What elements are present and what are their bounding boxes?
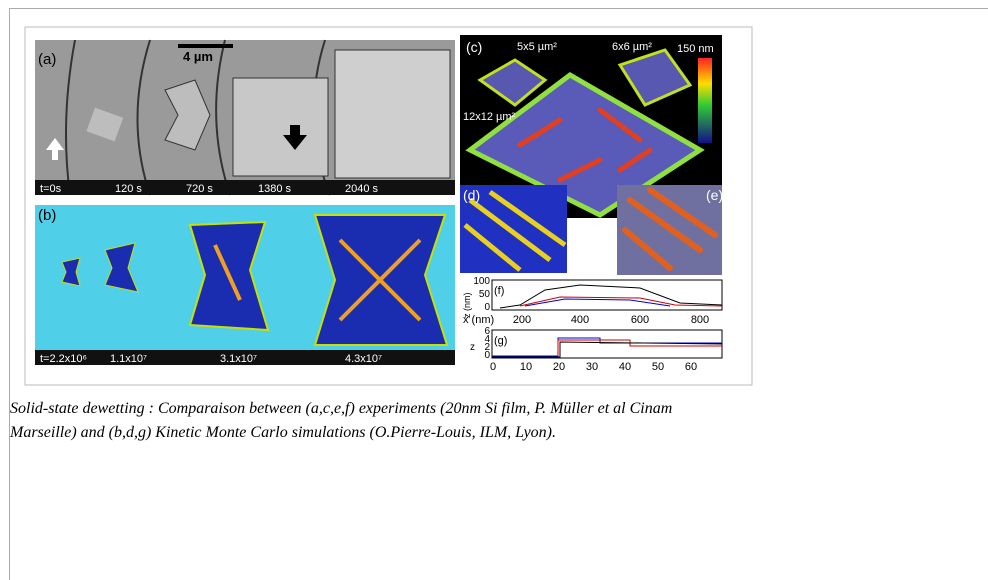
label: 0 bbox=[490, 361, 496, 373]
label: 1.1x10⁷ bbox=[110, 353, 147, 365]
axis-label: x (nm) bbox=[463, 314, 494, 326]
label: 120 s bbox=[115, 183, 142, 195]
label: 3.1x10⁷ bbox=[220, 353, 257, 365]
label: 30 bbox=[586, 361, 598, 373]
panel-b-image bbox=[35, 205, 455, 365]
label: 4.3x10⁷ bbox=[345, 353, 382, 365]
label: 400 bbox=[571, 314, 589, 326]
label: t=2.2x10⁶ bbox=[40, 353, 87, 365]
panel-c-label: 6x6 µm² bbox=[612, 41, 652, 53]
label: 800 bbox=[691, 314, 709, 326]
panel-a-image bbox=[35, 40, 455, 195]
label: 50 bbox=[479, 289, 491, 300]
panel-label: (c) bbox=[466, 39, 482, 55]
caption-line: Solid-state dewetting : Comparaison betw… bbox=[10, 400, 672, 418]
panel-f-plot bbox=[492, 280, 722, 310]
label: 10 bbox=[520, 361, 532, 373]
label: 0 bbox=[484, 302, 490, 313]
panel-label: (e) bbox=[706, 187, 723, 203]
panel-label: (a) bbox=[38, 51, 56, 68]
caption-line: Marseille) and (b,d,g) Kinetic Monte Car… bbox=[10, 424, 556, 442]
label: 720 s bbox=[186, 183, 213, 195]
label: 0 bbox=[484, 350, 490, 361]
panel-label: (f) bbox=[494, 285, 504, 297]
label: t=0s bbox=[40, 183, 62, 195]
label: 2040 s bbox=[345, 183, 379, 195]
page: (a) 4 µm t=0s120 s720 s1380 s2040 s (b) … bbox=[0, 0, 988, 579]
panel-label: (d) bbox=[463, 187, 480, 203]
panel-g-plot bbox=[492, 330, 722, 358]
panel-label: (b) bbox=[38, 207, 56, 224]
label: 600 bbox=[631, 314, 649, 326]
label: 60 bbox=[685, 361, 697, 373]
panel-c-label: 5x5 µm² bbox=[517, 41, 557, 53]
label: 50 bbox=[652, 361, 664, 373]
colorbar-label: 150 nm bbox=[677, 43, 714, 55]
panel-c-label: 12x12 µm² bbox=[463, 111, 516, 123]
label: 20 bbox=[553, 361, 565, 373]
panel-label: (g) bbox=[494, 335, 507, 347]
label: 200 bbox=[513, 314, 531, 326]
axis-label: z bbox=[470, 342, 475, 353]
label: 1380 s bbox=[258, 183, 292, 195]
scale-bar-label: 4 µm bbox=[183, 49, 213, 64]
label: 100 bbox=[473, 276, 490, 287]
label: 40 bbox=[619, 361, 631, 373]
